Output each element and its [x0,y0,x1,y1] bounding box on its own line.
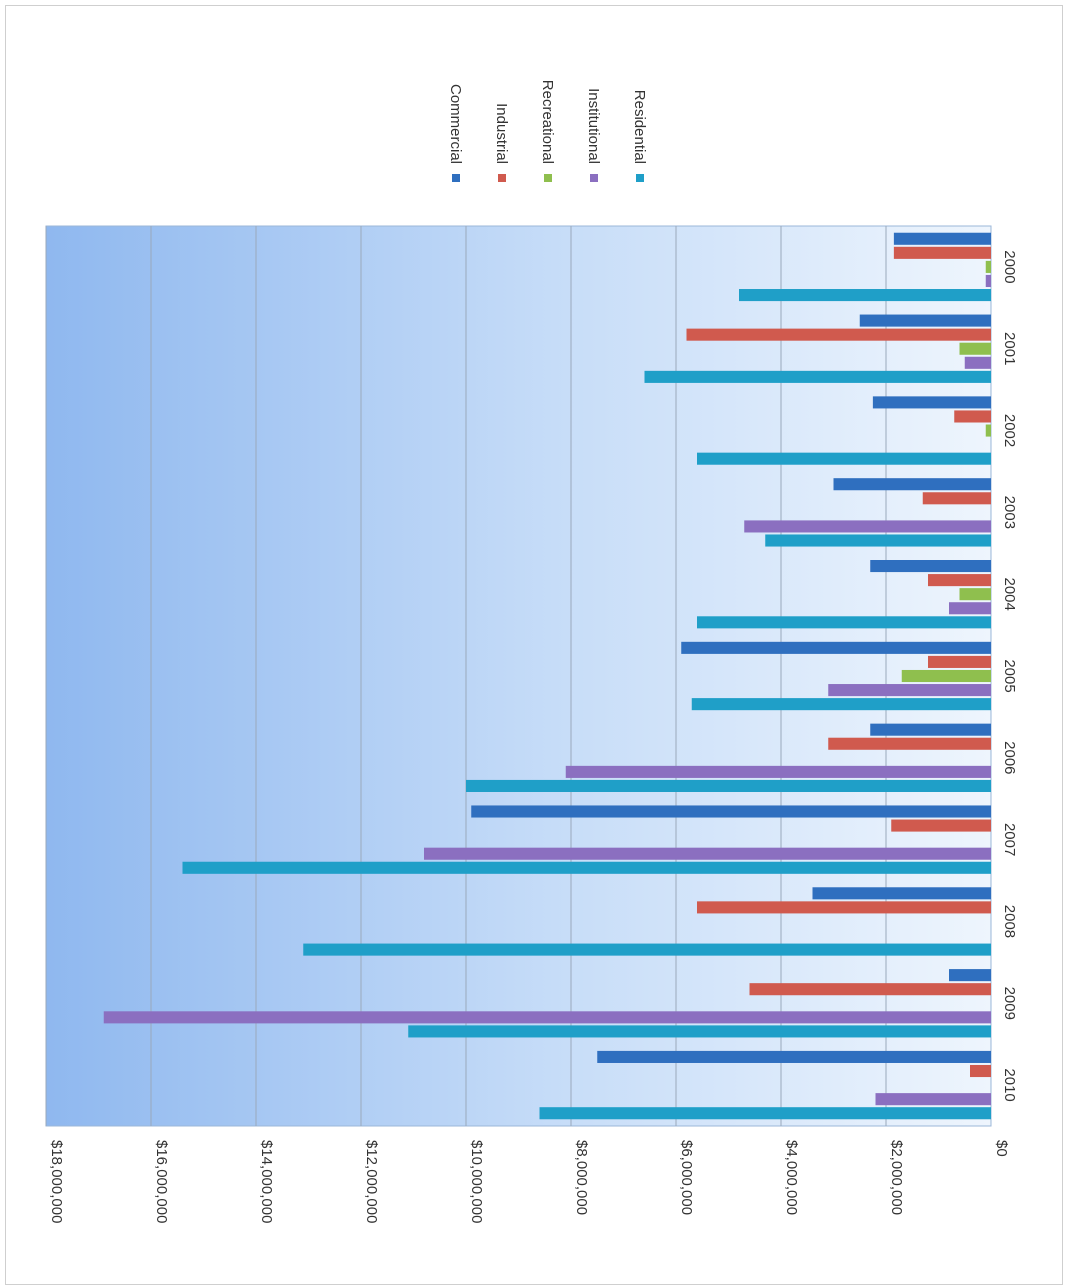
chart-frame: $0 $2,000,000 $4,000,000 $6,000,000 $8,000,0… [5,5,1063,1285]
bar-residential [739,289,991,302]
bar-recreational [959,588,991,601]
value-tick-label: $10,000,000 [468,1140,485,1223]
bar-recreational [901,669,991,683]
legend-swatch [590,174,598,182]
legend-label: Industrial [493,103,510,164]
category-tick-label: 2010 [1001,1068,1018,1101]
legend-label: Recreational [539,80,556,164]
value-tick-label: $18,000,000 [48,1140,65,1223]
bar-residential [408,1025,991,1038]
bar-residential [644,370,991,383]
category-tick-label: 2003 [1001,496,1018,529]
bar-commercial [872,396,991,409]
bar-recreational [985,424,991,437]
value-tick-label: $14,000,000 [258,1140,275,1223]
category-tick-label: 2009 [1001,987,1018,1020]
bar-residential [697,452,991,465]
bar-industrial [891,819,991,832]
bar-institutional [964,356,991,369]
bar-institutional [424,847,991,860]
category-tick-label: 2000 [1001,250,1018,283]
bar-recreational [985,260,991,273]
bar-commercial [870,560,991,573]
category-tick-label: 2008 [1001,905,1018,938]
bar-industrial [697,901,991,914]
bar-residential [697,616,991,629]
bar-chart: $0 $2,000,000 $4,000,000 $6,000,000 $8,000,0… [45,80,1018,1223]
bar-institutional [949,602,991,615]
value-tick-label: $6,000,000 [678,1140,695,1215]
value-tick-label: $12,000,000 [363,1140,380,1223]
category-tick-label: 2006 [1001,741,1018,774]
legend-label: Commercial [447,84,464,164]
bar-residential [182,861,991,874]
bar-commercial [681,641,991,654]
value-axis-ticks: $0 $2,000,000 $4,000,000 $6,000,000 $8,000,0… [48,1140,1010,1223]
bar-residential [691,698,991,711]
bar-industrial [970,1064,991,1078]
legend-label: Institutional [585,88,602,164]
legend-swatch [544,174,552,182]
bar-commercial [833,478,991,491]
bars [103,232,991,1120]
bar-commercial [893,232,991,245]
bar-residential [539,1107,991,1120]
bar-institutional [565,765,991,778]
legend: Commercial Industrial Recreational Institut… [447,80,648,182]
bar-commercial [812,887,991,900]
bar-industrial [954,410,991,423]
bar-institutional [744,520,991,533]
value-tick-label: $8,000,000 [573,1140,590,1215]
bar-industrial [828,737,991,750]
bar-industrial [922,492,991,505]
category-tick-label: 2001 [1001,332,1018,365]
bar-residential [765,534,991,547]
bar-commercial [949,969,991,982]
legend-swatch [452,174,460,182]
bar-commercial [870,723,991,736]
category-tick-label: 2005 [1001,659,1018,692]
bar-institutional [875,1093,991,1106]
category-axis-ticks: 2000 2001 2002 2003 2004 2005 2006 2007 2008 2009… [1001,250,1018,1102]
bar-industrial [928,574,991,587]
bar-commercial [597,1050,991,1063]
value-tick-label: $4,000,000 [783,1140,800,1215]
bar-institutional [828,684,991,697]
bar-residential [303,943,991,956]
legend-swatch [636,174,644,182]
legend-label: Residential [631,90,648,164]
bar-institutional [103,1011,991,1024]
bar-residential [466,779,991,792]
category-tick-label: 2004 [1001,577,1018,610]
value-tick-label: $0 [993,1140,1010,1157]
legend-swatch [498,174,506,182]
category-tick-label: 2002 [1001,414,1018,447]
value-tick-label: $16,000,000 [153,1140,170,1223]
bar-industrial [893,246,991,259]
category-tick-label: 2007 [1001,823,1018,856]
bar-industrial [749,983,991,996]
bar-commercial [859,314,991,327]
bar-commercial [471,805,991,818]
bar-industrial [686,328,991,341]
bar-institutional [985,274,991,288]
value-tick-label: $2,000,000 [888,1140,905,1215]
bar-industrial [928,655,991,668]
bar-recreational [959,342,991,355]
